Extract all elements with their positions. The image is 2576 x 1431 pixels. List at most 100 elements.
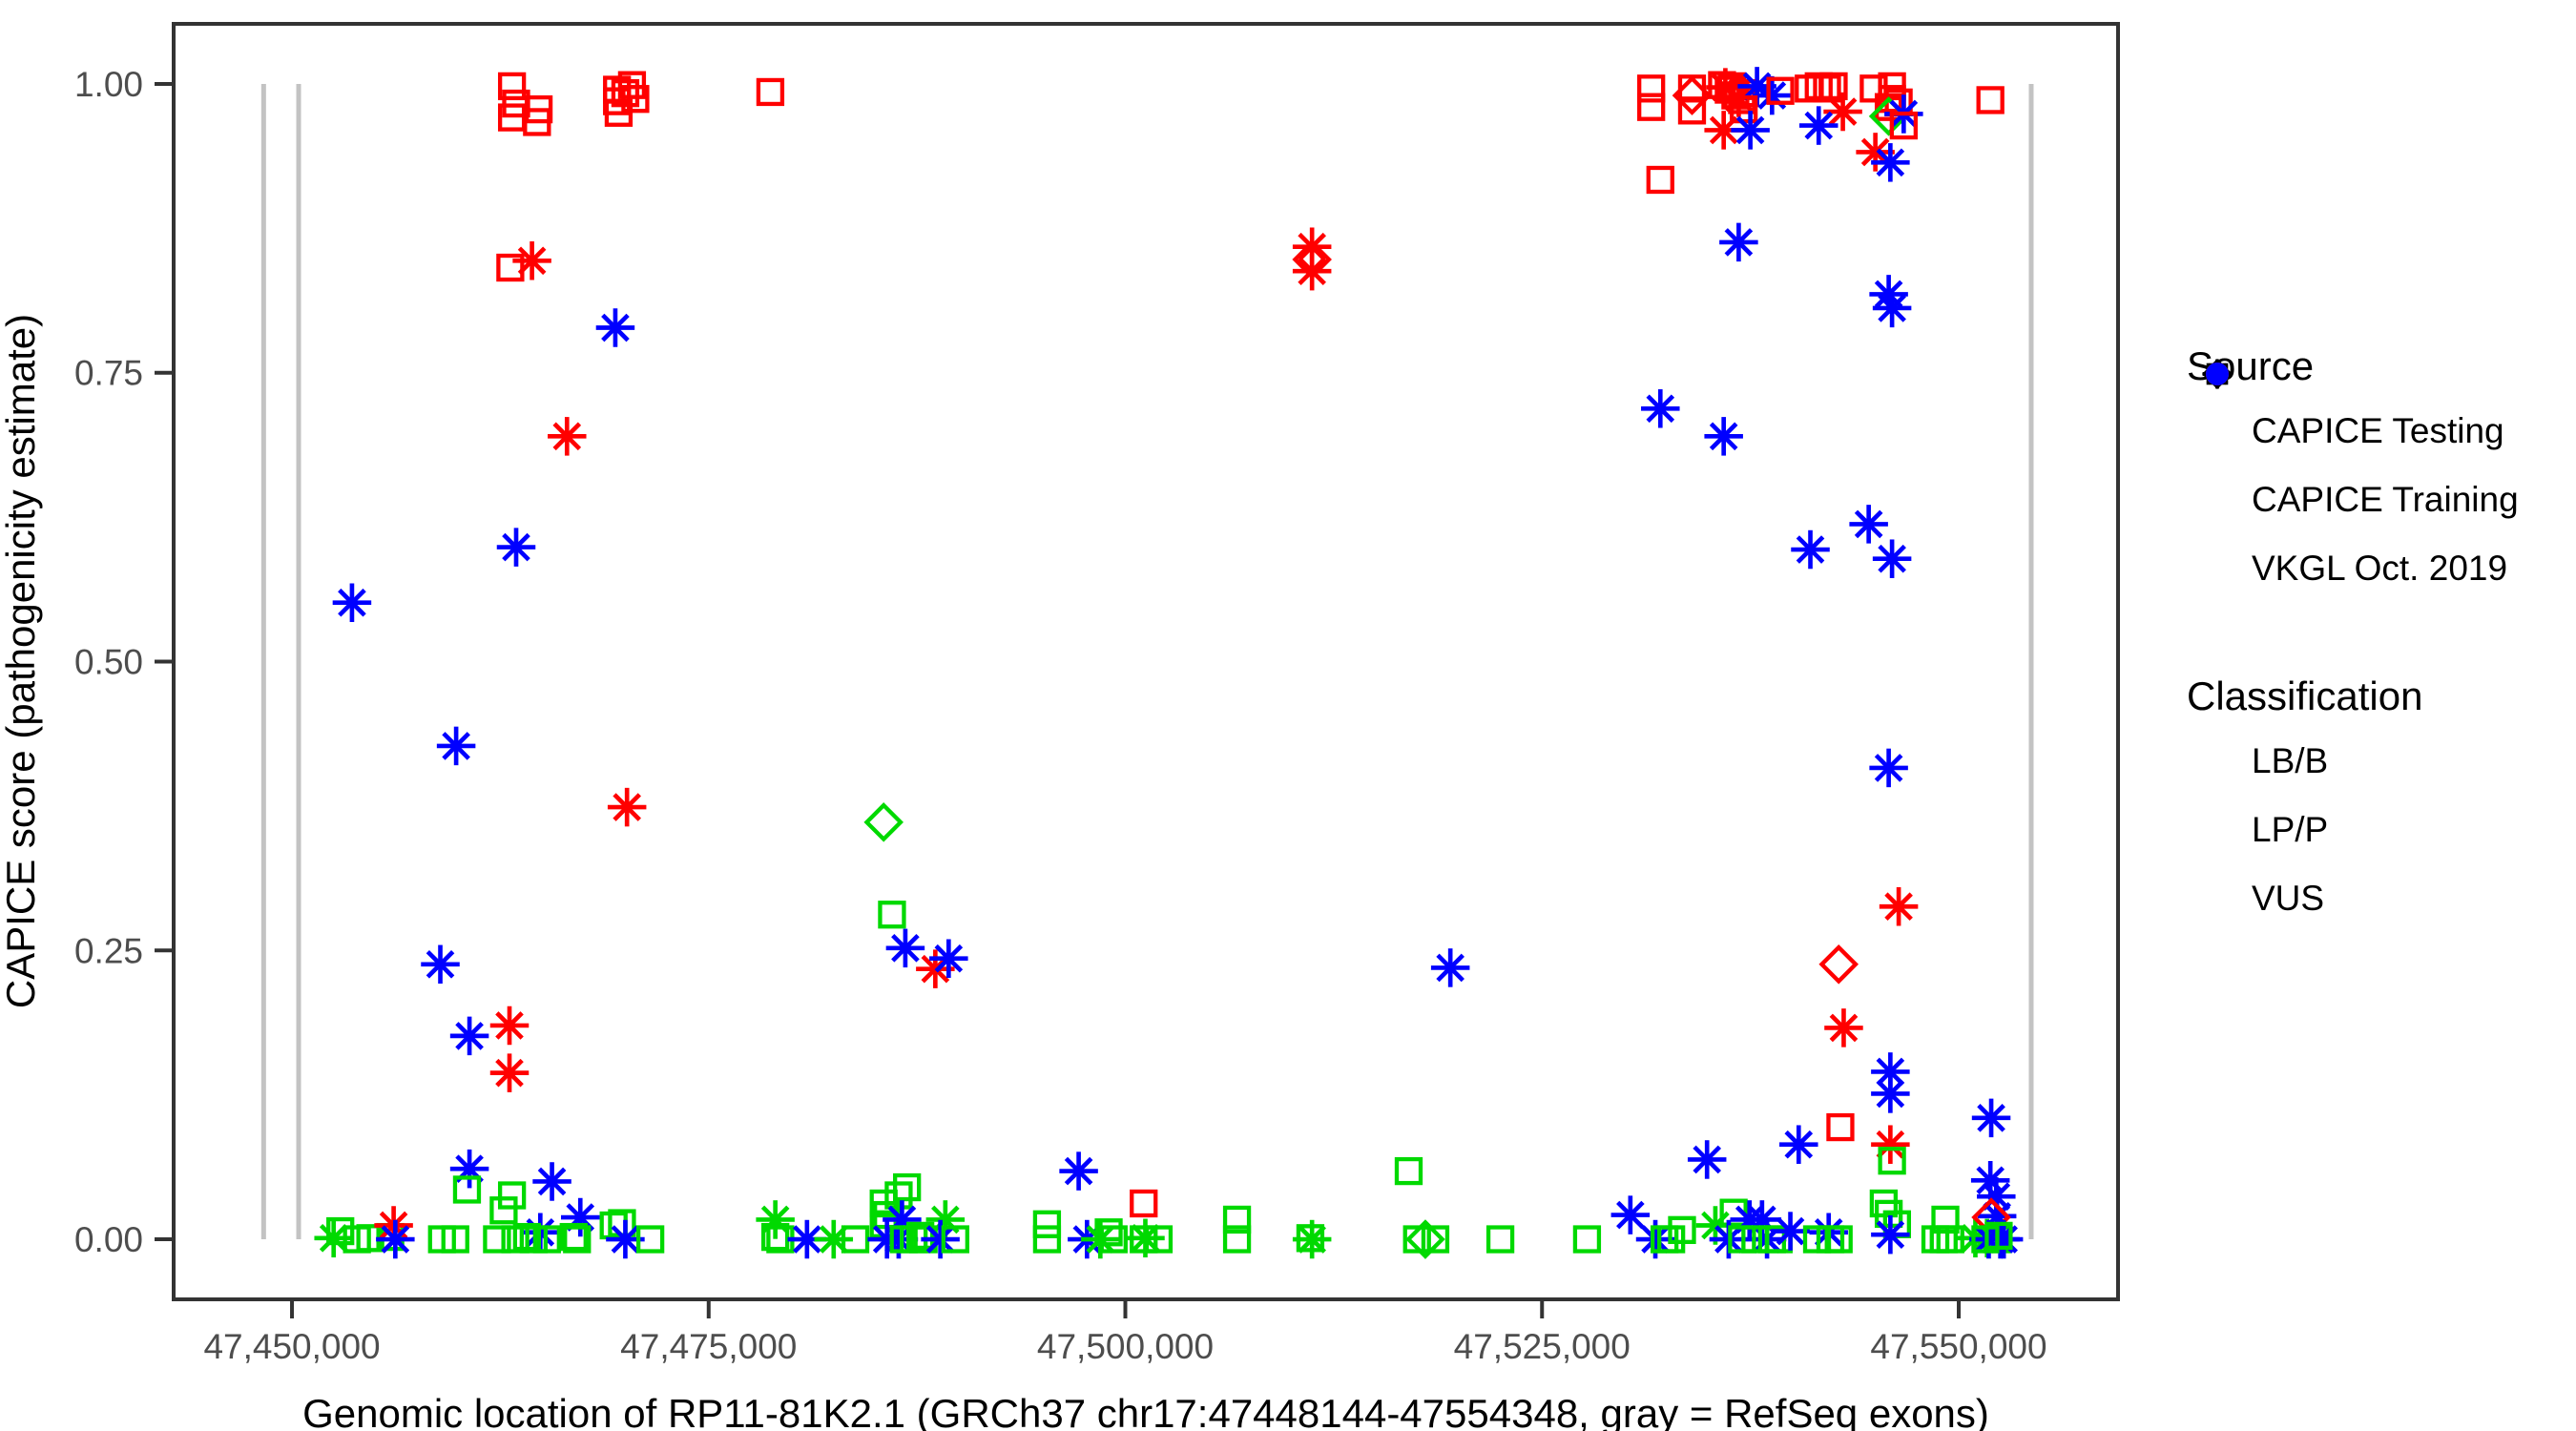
- legend-classification-label: LP/P: [2252, 810, 2329, 849]
- data-point: [1766, 76, 1795, 105]
- data-point: [1421, 1225, 1450, 1254]
- data-point: [489, 1006, 530, 1046]
- data-point: [863, 802, 904, 842]
- data-point: [1405, 1219, 1445, 1259]
- data-point: [523, 108, 551, 136]
- data-point: [1871, 1074, 1910, 1113]
- data-point: [595, 308, 635, 347]
- legend-source-label: VKGL Oct. 2019: [2252, 549, 2508, 588]
- data-point: [1818, 944, 1859, 985]
- data-point: [941, 1225, 969, 1254]
- data-point: [884, 1181, 913, 1210]
- data-point: [1984, 1221, 2013, 1251]
- data-point: [1819, 72, 1848, 101]
- data-point: [1731, 111, 1770, 150]
- data-point: [332, 583, 372, 622]
- data-point: [1099, 1225, 1128, 1254]
- red-dot-icon: [2187, 363, 2248, 861]
- data-point: [1779, 1125, 1818, 1164]
- data-point: [1292, 251, 1332, 291]
- x-tick-label: 47,500,000: [1037, 1327, 1214, 1366]
- data-point: [1889, 111, 1918, 140]
- data-point: [929, 939, 968, 978]
- data-point: [1976, 86, 2005, 114]
- data-point: [761, 1222, 790, 1252]
- data-point: [512, 1222, 542, 1252]
- data-point: [1430, 948, 1470, 987]
- data-point: [563, 1225, 592, 1254]
- data-point: [1878, 1147, 1906, 1175]
- square-icon: [2187, 363, 2248, 530]
- legend-classification-item: VUS: [2187, 363, 2568, 933]
- data-point: [1823, 92, 1862, 132]
- data-point: [436, 726, 476, 766]
- data-point: [1641, 389, 1680, 428]
- data-point: [497, 72, 527, 101]
- data-point: [1970, 1161, 2010, 1200]
- legend-classification-label: VUS: [2252, 879, 2325, 918]
- data-point: [1677, 96, 1707, 125]
- data-point: [452, 1175, 482, 1204]
- data-point: [885, 928, 925, 968]
- data-point: [449, 1149, 489, 1189]
- data-point: [1094, 1218, 1123, 1247]
- data-point: [607, 787, 647, 827]
- green-dot-icon: [2187, 363, 2248, 792]
- x-tick-label: 47,525,000: [1454, 1327, 1631, 1366]
- y-tick-label: 0.50: [74, 643, 143, 682]
- plot-panel-border: [172, 22, 2120, 1301]
- data-point: [1222, 1205, 1252, 1234]
- data-point: [1402, 1225, 1431, 1254]
- data-point: [635, 1225, 665, 1254]
- data-point: [1872, 539, 1912, 578]
- data-point: [921, 1219, 960, 1259]
- x-tick-label: 47,475,000: [620, 1327, 797, 1366]
- blue-dot-icon: [2187, 363, 2248, 929]
- data-point: [1610, 1195, 1651, 1234]
- data-point: [893, 1172, 922, 1202]
- data-point: [1719, 222, 1758, 262]
- data-point: [1130, 1189, 1158, 1218]
- y-tick-label: 0.25: [74, 931, 143, 970]
- data-point: [1798, 106, 1839, 145]
- y-tick-label: 0.75: [74, 354, 143, 393]
- data-point: [483, 1225, 511, 1254]
- data-point: [326, 1216, 355, 1246]
- data-point: [1856, 133, 1895, 172]
- x-axis-title: Genomic location of RP11-81K2.1 (GRCh37 …: [302, 1391, 1989, 1431]
- data-point: [1637, 93, 1666, 121]
- data-point: [756, 77, 785, 107]
- data-point: [532, 1225, 561, 1254]
- data-point: [1824, 1008, 1863, 1047]
- legend-source-label: CAPICE Testing: [2252, 411, 2504, 450]
- y-axis-title: CAPICE score (pathogenicity estimate): [0, 313, 43, 1009]
- data-point: [489, 1053, 530, 1092]
- data-point: [1646, 165, 1674, 195]
- legend-classification-title: Classification: [2187, 674, 2423, 718]
- data-point: [1394, 1156, 1423, 1186]
- data-point: [1879, 886, 1919, 926]
- data-point: [905, 1221, 935, 1251]
- data-point: [559, 1222, 588, 1252]
- data-point: [1032, 1225, 1062, 1254]
- data-point: [421, 944, 460, 985]
- data-points-layer: [314, 67, 2024, 1259]
- data-point: [1826, 1112, 1855, 1142]
- data-point: [878, 901, 906, 929]
- data-point: [1222, 1225, 1252, 1254]
- legend-classification-item: LB/B: [2187, 363, 2568, 796]
- legend-source-item: CAPICE Testing: [2187, 358, 2568, 466]
- blue-dot-icon: [2206, 363, 2229, 385]
- asterisk-icon: [2187, 359, 2248, 599]
- data-point: [1672, 75, 1713, 115]
- data-point: [532, 1162, 571, 1201]
- data-point: [1872, 288, 1912, 328]
- data-point: [1869, 748, 1908, 788]
- data-point: [611, 79, 640, 108]
- data-point: [1871, 143, 1910, 182]
- data-point: [1804, 72, 1833, 101]
- data-point: [1292, 1219, 1332, 1259]
- data-point: [1637, 74, 1666, 103]
- data-point: [449, 1016, 489, 1056]
- data-point: [1871, 1214, 1910, 1255]
